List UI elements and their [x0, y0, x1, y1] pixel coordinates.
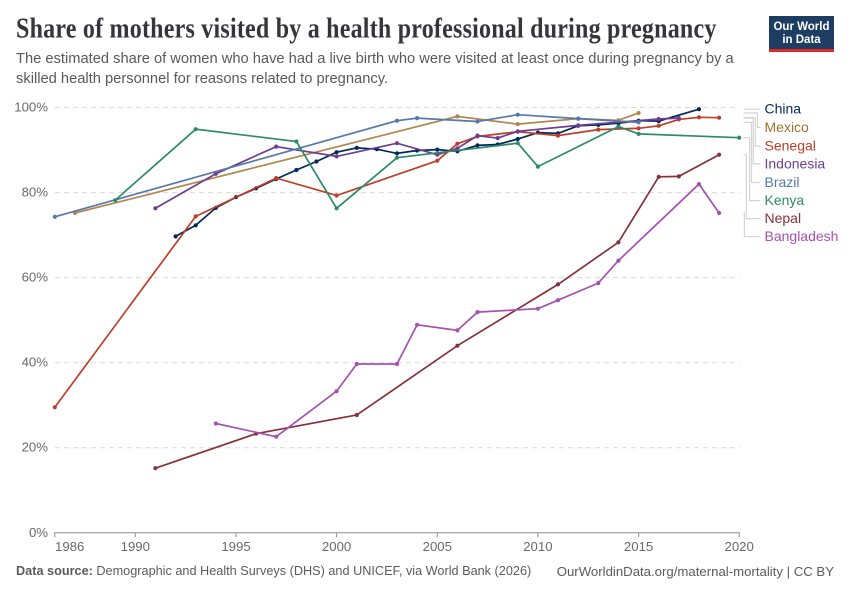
svg-text:Brazil: Brazil [765, 174, 800, 190]
svg-text:60%: 60% [22, 270, 49, 285]
svg-text:1995: 1995 [221, 539, 250, 554]
svg-text:Indonesia: Indonesia [765, 155, 826, 171]
svg-text:0%: 0% [29, 525, 48, 540]
svg-text:100%: 100% [14, 100, 48, 115]
svg-text:2005: 2005 [423, 539, 452, 554]
svg-text:Kenya: Kenya [765, 192, 805, 208]
svg-text:Mexico: Mexico [765, 119, 810, 135]
svg-text:Senegal: Senegal [765, 138, 816, 154]
svg-text:20%: 20% [22, 440, 49, 455]
svg-text:2000: 2000 [322, 539, 351, 554]
svg-text:2015: 2015 [624, 539, 653, 554]
svg-text:1990: 1990 [121, 539, 150, 554]
svg-text:Nepal: Nepal [765, 210, 802, 226]
svg-text:40%: 40% [22, 355, 49, 370]
svg-text:2010: 2010 [523, 539, 552, 554]
svg-text:China: China [765, 101, 802, 117]
svg-text:1986: 1986 [55, 539, 84, 554]
svg-text:Bangladesh: Bangladesh [765, 228, 839, 244]
svg-text:80%: 80% [22, 185, 49, 200]
svg-text:2020: 2020 [725, 539, 754, 554]
